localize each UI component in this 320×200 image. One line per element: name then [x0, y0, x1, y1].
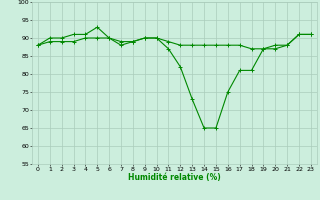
X-axis label: Humidité relative (%): Humidité relative (%)	[128, 173, 221, 182]
